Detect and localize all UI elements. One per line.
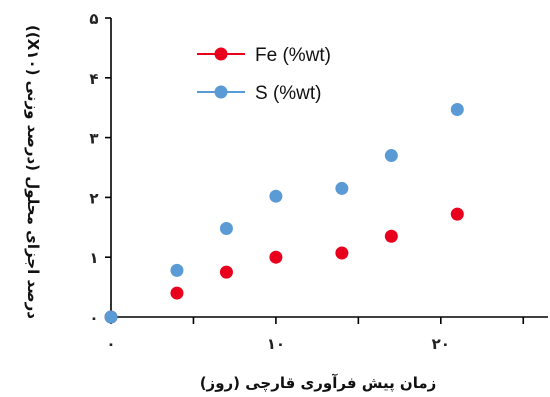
y-tick-label: ۱: [89, 249, 98, 267]
axes: [110, 18, 548, 318]
data-point: [450, 207, 464, 221]
y-axis-title: درصد اجزای محلول (درصد وزنی (X۱۰)): [24, 25, 42, 319]
data-point: [219, 265, 233, 279]
data-point: [335, 246, 349, 260]
data-point: [219, 221, 233, 235]
legend-label: Fe (%wt): [255, 45, 331, 66]
y-tick-label: ۳: [89, 130, 98, 148]
ticks: ۰ ۱ ۲ ۳ ۴ ۵ ۰ ۱۰ ۲۰: [89, 10, 525, 353]
legend: Fe (%wt) S (%wt): [197, 45, 331, 104]
data-points: [104, 102, 464, 324]
data-point: [104, 310, 118, 324]
legend-label: S (%wt): [255, 83, 322, 104]
x-axis-title: زمان پیش فرآوری قارچی (روز): [200, 374, 437, 393]
data-point: [384, 229, 398, 243]
y-tick-label: ۲: [89, 189, 98, 207]
legend-marker: [214, 85, 228, 99]
series-s: [104, 102, 464, 324]
y-tick-label: ۰: [89, 309, 98, 327]
x-tick-label: ۱۰: [267, 335, 285, 353]
data-point: [384, 149, 398, 163]
data-point: [269, 189, 283, 203]
series-fe: [104, 207, 464, 324]
x-tick-label: ۰: [106, 335, 115, 353]
data-point: [450, 102, 464, 116]
data-point: [335, 181, 349, 195]
data-point: [170, 286, 184, 300]
data-point: [269, 250, 283, 264]
x-tick-label: ۲۰: [432, 335, 450, 353]
legend-marker: [214, 47, 228, 61]
data-point: [170, 263, 184, 277]
y-tick-label: ۴: [89, 70, 98, 88]
y-tick-label: ۵: [89, 10, 98, 28]
